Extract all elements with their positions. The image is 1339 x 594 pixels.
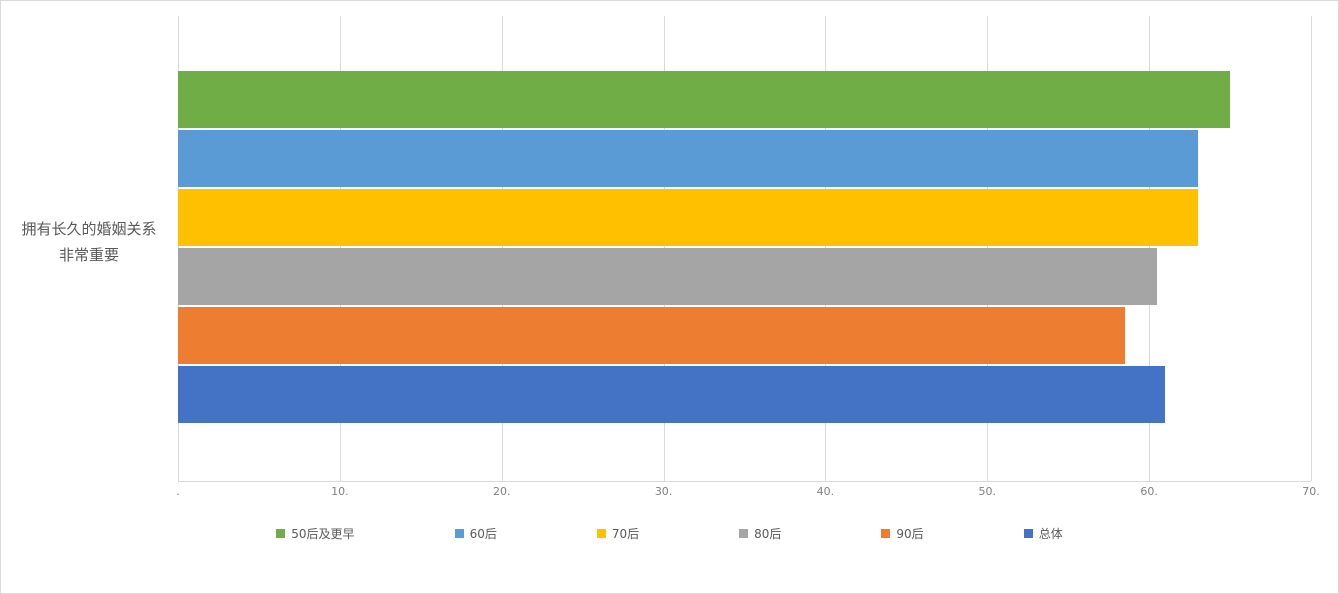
bar-70后 — [178, 189, 1198, 246]
category-axis-label: 拥有长久的婚姻关系非常重要 — [21, 220, 157, 264]
legend-marker-icon — [739, 529, 749, 538]
bar-80后 — [178, 248, 1158, 305]
legend: 50后及更早 60后 70后 80后 90后 总体 — [1, 525, 1338, 542]
legend-label: 70后 — [611, 527, 640, 541]
legend-item: 50后及更早 — [276, 525, 355, 542]
legend-marker-icon — [276, 529, 286, 538]
legend-item: 60后 — [454, 525, 497, 542]
x-tick-label: 30. — [654, 485, 673, 498]
legend-marker-icon — [881, 529, 891, 538]
bar-总体 — [178, 366, 1166, 423]
x-tick-label: 10. — [331, 485, 349, 498]
x-tick-label: 60. — [1140, 485, 1158, 498]
legend-item: 80后 — [739, 525, 781, 542]
legend-label: 80后 — [754, 527, 782, 541]
legend-marker-icon — [596, 529, 606, 538]
legend-label: 90后 — [896, 527, 924, 541]
bars — [178, 71, 1311, 425]
legend-item: 90后 — [881, 525, 924, 542]
legend-marker-icon — [454, 529, 464, 538]
bar-90后 — [178, 307, 1125, 364]
gridline — [1311, 16, 1312, 481]
legend-label: 60后 — [469, 527, 497, 541]
x-tick-label: 20. — [492, 485, 511, 498]
bar-50后及更早 — [178, 71, 1231, 128]
legend-marker-icon — [1023, 529, 1033, 538]
legend-item: 70后 — [596, 525, 640, 542]
plot-area — [178, 16, 1312, 482]
bar-60后 — [178, 130, 1198, 187]
x-tick-label: 50. — [978, 485, 997, 498]
x-tick-label: . — [176, 485, 180, 498]
x-tick-label: 40. — [816, 485, 835, 498]
legend-label: 50后及更早 — [291, 527, 355, 541]
x-tick-label: 70. — [1302, 485, 1320, 498]
legend-item: 总体 — [1023, 525, 1063, 542]
legend-label: 总体 — [1038, 527, 1063, 541]
x-axis-ticks: . 10. 20. 30. 40. 50. 60. 70. — [176, 485, 1320, 501]
